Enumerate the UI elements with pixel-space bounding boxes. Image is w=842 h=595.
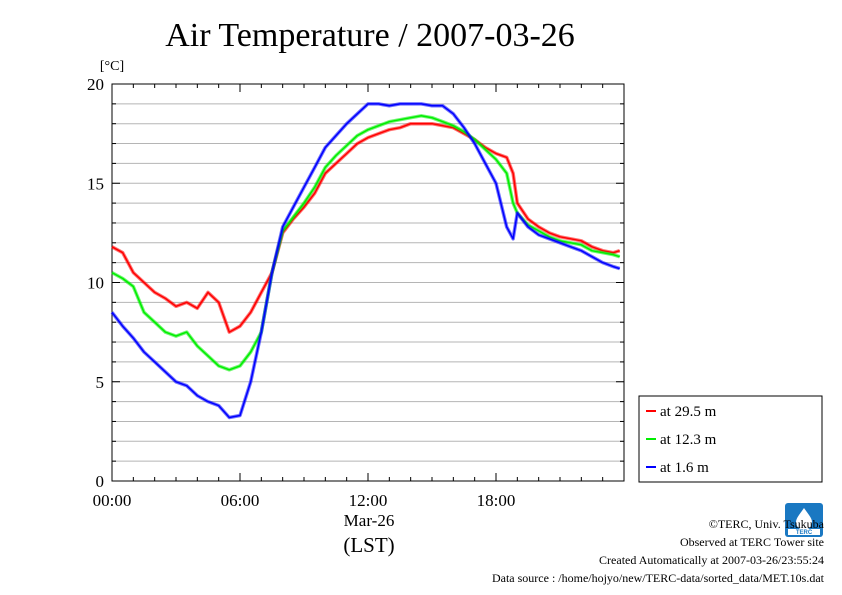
logo-text: TERC — [796, 530, 813, 536]
footer-source: Data source : /home/hojyo/new/TERC-data/… — [491, 571, 824, 585]
x-axis-date-label: Mar-26 — [344, 511, 395, 530]
series-line — [111, 103, 620, 419]
series-line — [111, 115, 620, 371]
footer-created: Created Automatically at 2007-03-26/23:5… — [599, 553, 824, 567]
series-halo — [110, 102, 621, 420]
chart-title: Air Temperature / 2007-03-26 — [165, 17, 575, 54]
y-tick-label: 10 — [87, 274, 104, 293]
axis-ticks: 00:00 06:00 12:00 18:00 0 5 10 15 20 — [87, 75, 625, 510]
y-tick-label: 15 — [87, 174, 104, 193]
series-halo — [111, 121, 621, 334]
y-tick-label: 5 — [96, 373, 105, 392]
series-lines — [110, 102, 621, 420]
legend: at 29.5 m at 12.3 m at 1.6 m — [638, 395, 823, 483]
x-tick-label: 06:00 — [221, 491, 260, 510]
series-line — [111, 122, 620, 333]
footer-site: Observed at TERC Tower site — [679, 535, 824, 549]
terc-logo: TERC — [785, 503, 823, 537]
gridlines — [112, 103, 624, 462]
legend-label: at 29.5 m — [660, 404, 717, 420]
legend-box — [638, 395, 823, 483]
x-axis-unit-label: (LST) — [343, 533, 394, 557]
legend-label: at 1.6 m — [660, 460, 709, 476]
y-tick-label: 0 — [96, 472, 105, 491]
x-tick-label: 00:00 — [93, 491, 132, 510]
x-tick-label: 18:00 — [477, 491, 516, 510]
y-axis-unit-label: [°C] — [100, 59, 124, 74]
x-tick-label: 12:00 — [349, 491, 388, 510]
footer-copyright: ©TERC, Univ. Tsukuba — [708, 517, 824, 531]
legend-label: at 12.3 m — [660, 432, 717, 448]
y-tick-label: 20 — [87, 75, 104, 94]
